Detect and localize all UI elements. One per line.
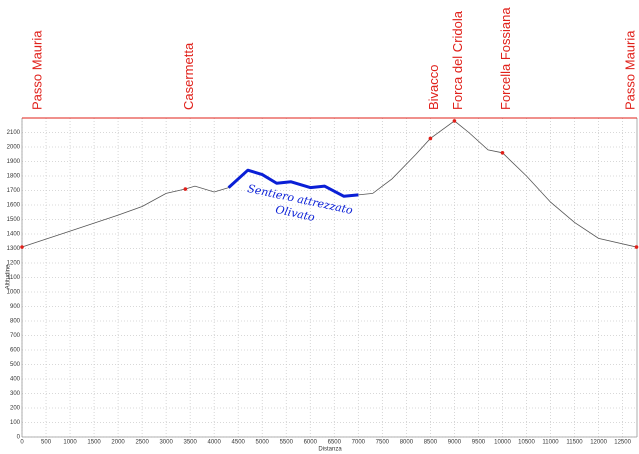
- y-tick-label: 1400: [7, 232, 21, 238]
- y-tick-label: 1900: [7, 159, 21, 165]
- x-tick-label: 1000: [63, 440, 77, 446]
- x-tick-label: 2500: [135, 440, 149, 446]
- x-tick-label: 4000: [208, 440, 222, 446]
- profile-line: [21, 120, 637, 248]
- x-tick-label: 10000: [494, 440, 511, 446]
- x-tick-label: 1500: [87, 440, 101, 446]
- y-tick-label: 200: [10, 406, 21, 412]
- waypoint-label: Bivacco: [426, 64, 441, 110]
- x-tick-label: 7000: [352, 440, 366, 446]
- x-tick-label: 2000: [111, 440, 125, 446]
- y-tick-label: 1800: [7, 174, 21, 180]
- y-tick-label: 1700: [7, 188, 21, 194]
- x-tick-label: 5500: [280, 440, 294, 446]
- x-tick-label: 500: [41, 440, 52, 446]
- y-tick-label: 700: [10, 333, 21, 339]
- waypoint-label: Forca del Cridola: [450, 10, 465, 110]
- x-tick-label: 3000: [159, 440, 173, 446]
- x-tick-label: 11500: [566, 440, 583, 446]
- y-tick-label: 100: [10, 420, 21, 426]
- x-tick-label: 11000: [542, 440, 559, 446]
- waypoint-label: Passo Mauria: [622, 30, 637, 110]
- y-tick-label: 1300: [7, 246, 21, 252]
- x-tick-label: 9000: [448, 440, 462, 446]
- waypoint-marker: [634, 245, 639, 249]
- waypoint-marker: [428, 136, 433, 141]
- highlight-line: [227, 168, 359, 198]
- y-tick-label: 1100: [7, 275, 21, 281]
- x-tick-label: 9500: [472, 440, 486, 446]
- x-tick-label: 8500: [424, 440, 438, 446]
- y-tick-label: 1500: [7, 217, 21, 223]
- x-tick-label: 7500: [376, 440, 390, 446]
- x-tick-label: 6500: [328, 440, 342, 446]
- y-tick-label: 1200: [7, 261, 21, 267]
- y-tick-label: 1000: [7, 290, 21, 296]
- waypoint-label: Forcella Fossiana: [498, 7, 513, 110]
- waypoint-marker: [183, 187, 188, 191]
- x-axis-label: Distanza: [318, 447, 342, 453]
- y-axis-label: Altitudine: [6, 264, 12, 289]
- x-tick-label: 10500: [518, 440, 535, 446]
- y-tick-label: 600: [10, 348, 21, 354]
- x-tick-label: 8000: [400, 440, 414, 446]
- y-tick-label: 2000: [7, 145, 21, 151]
- x-tick-label: 6000: [304, 440, 318, 446]
- x-tick-label: 12000: [590, 440, 607, 446]
- y-tick-label: 0: [17, 435, 21, 441]
- waypoint-marker: [452, 119, 457, 123]
- x-tick-label: 0: [20, 440, 24, 446]
- waypoint-marker: [20, 245, 24, 249]
- y-tick-label: 1600: [7, 203, 21, 209]
- y-tick-label: 900: [10, 304, 21, 310]
- waypoint-label: Casermetta: [181, 42, 196, 110]
- x-tick-label: 4500: [232, 440, 246, 446]
- y-tick-label: 300: [10, 391, 21, 397]
- y-tick-label: 800: [10, 319, 21, 325]
- waypoint-marker: [500, 151, 505, 155]
- x-tick-label: 12500: [614, 440, 631, 446]
- y-tick-label: 500: [10, 362, 21, 368]
- waypoint-label: Passo Mauria: [29, 30, 44, 110]
- x-tick-label: 5000: [256, 440, 270, 446]
- y-tick-label: 2100: [7, 130, 21, 136]
- x-tick-label: 3500: [183, 440, 197, 446]
- y-tick-label: 400: [10, 377, 21, 383]
